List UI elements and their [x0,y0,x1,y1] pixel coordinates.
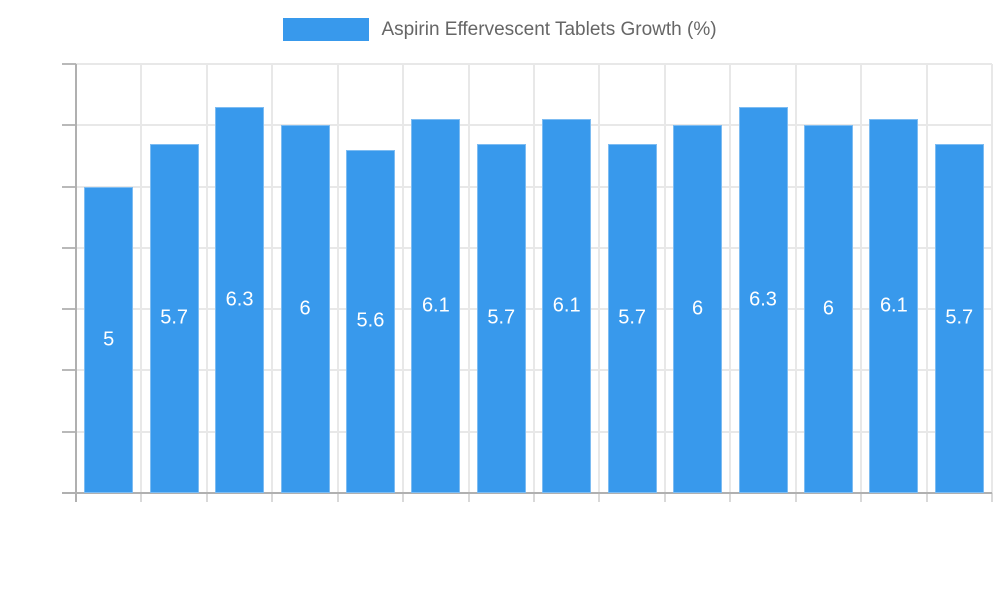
gridline-vertical [402,64,405,493]
bar[interactable]: 5 [84,186,134,493]
bar[interactable]: 5.7 [934,143,984,493]
gridline-vertical [925,64,928,493]
bar-value-label: 5.7 [945,306,974,329]
x-axis-tick [402,493,405,502]
gridline-vertical [991,64,993,493]
legend-swatch [283,18,370,41]
bar[interactable]: 6.3 [215,106,265,493]
gridline-vertical [860,64,863,493]
x-axis-tick [925,493,928,502]
gridline-vertical [729,64,732,493]
bar-value-label: 6.1 [421,294,450,317]
gridline-vertical [663,64,666,493]
y-axis-tick [62,124,76,127]
y-axis-tick [62,430,76,433]
y-axis-tick [62,246,76,249]
bar-value-label: 5.7 [618,306,647,329]
bar-value-label: 6 [299,297,311,320]
bar-value-label: 5 [103,328,115,351]
gridline-vertical [598,64,601,493]
x-axis-tick [598,493,601,502]
gridline-vertical [794,64,797,493]
bar[interactable]: 6.1 [411,119,461,493]
x-axis-tick [663,493,666,502]
bar[interactable]: 6 [803,125,853,493]
x-axis-line [62,492,992,494]
bar[interactable]: 6 [280,125,330,493]
x-axis-tick [205,493,208,502]
bar-value-label: 5.7 [160,306,189,329]
y-axis-tick [62,63,76,65]
bar-value-label: 6 [822,297,834,320]
bar[interactable]: 5.6 [345,149,395,493]
y-axis-line [75,64,77,502]
bar[interactable]: 5.7 [607,143,657,493]
y-axis-tick [62,369,76,372]
bar-value-label: 6.1 [879,294,908,317]
bar[interactable]: 5.7 [476,143,526,493]
x-axis-tick [860,493,863,502]
gridline-vertical [467,64,470,493]
bar-value-label: 6.3 [749,288,777,311]
chart-legend-item[interactable]: Aspirin Effervescent Tablets Growth (%) [0,18,1000,41]
bar[interactable]: 5.7 [149,143,199,493]
bar-value-label: 6.1 [552,294,581,317]
bar-value-label: 6.3 [225,288,254,311]
x-axis-tick [991,493,993,502]
bar-value-label: 5.6 [356,309,385,332]
bar-value-label: 6 [692,297,704,320]
gridline-vertical [533,64,535,493]
bar[interactable]: 6.1 [542,119,592,493]
bar[interactable]: 6.3 [738,106,788,493]
gridline-vertical [336,64,339,493]
gridline-vertical [271,64,274,493]
gridline-vertical [205,64,208,493]
gridline-vertical [140,64,143,493]
bar[interactable]: 6 [673,125,723,493]
x-axis-tick [140,493,143,502]
x-axis-tick [794,493,797,502]
bar[interactable]: 6.1 [869,119,919,493]
legend-label: Aspirin Effervescent Tablets Growth (%) [381,18,717,40]
x-axis-tick [729,493,732,502]
bar-value-label: 5.7 [487,306,516,329]
y-axis-tick [62,185,76,188]
x-axis-tick [336,493,339,502]
x-axis-tick [533,493,535,502]
x-axis-tick [467,493,470,502]
y-axis-tick [62,308,76,311]
x-axis-tick [271,493,274,502]
